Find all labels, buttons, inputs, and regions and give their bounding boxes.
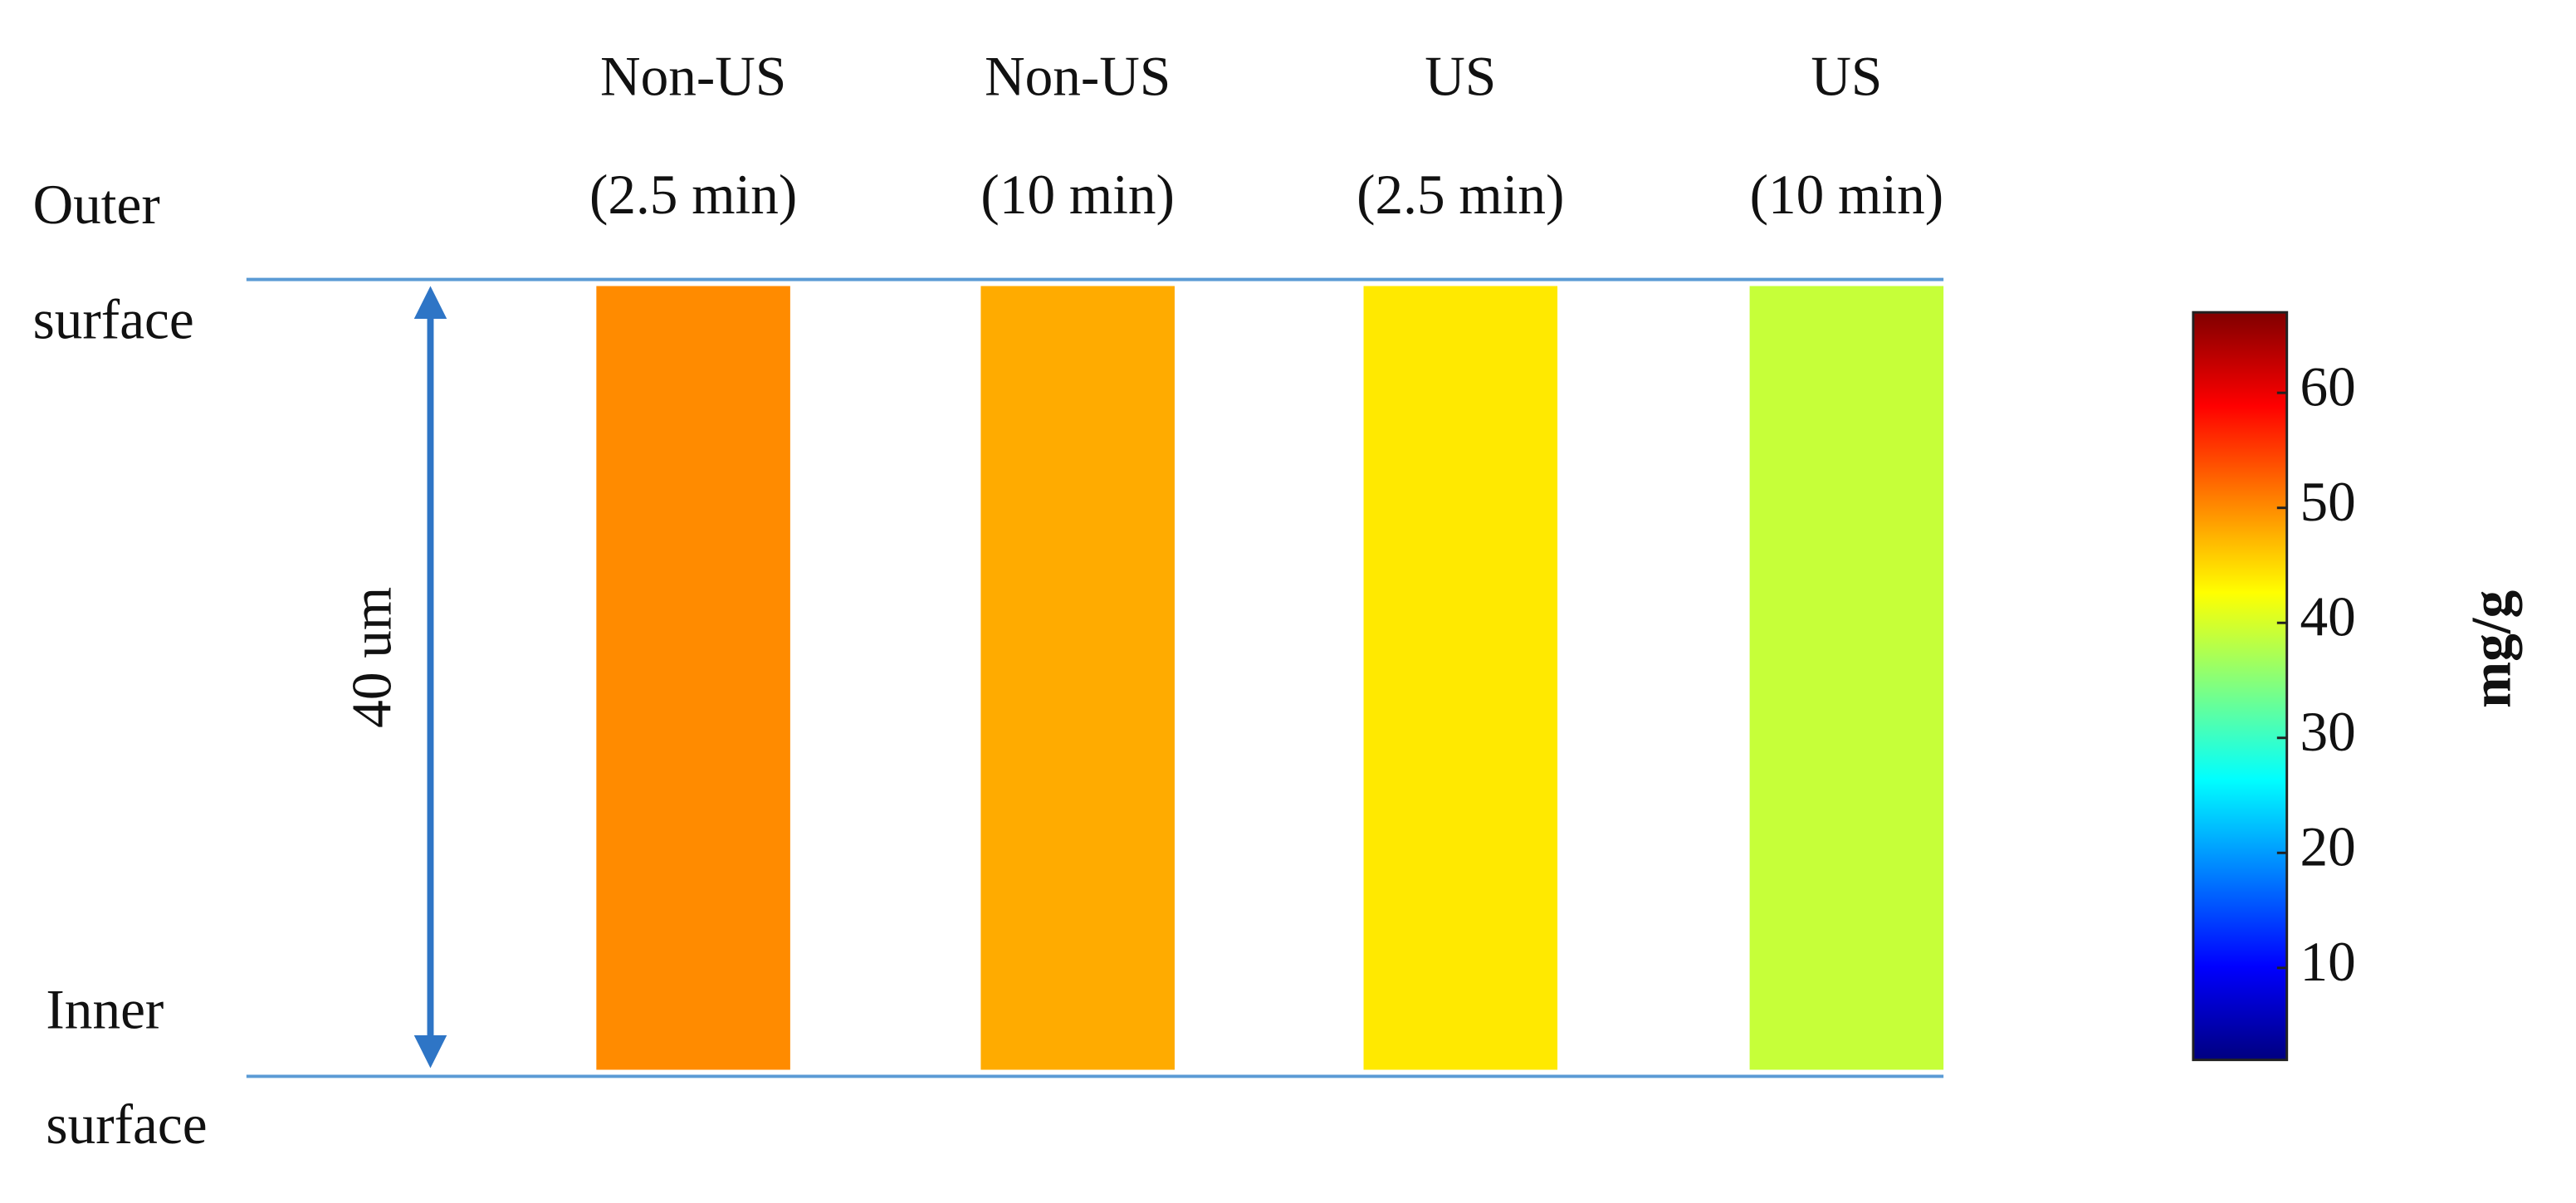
inner-label: Inner	[46, 979, 164, 1041]
category-label: (2.5 min)	[1356, 164, 1564, 226]
thickness-label: 40 um	[341, 587, 403, 728]
category-label: (10 min)	[980, 164, 1175, 226]
category-label: (2.5 min)	[589, 164, 797, 226]
colorbar-tick-label: 30	[2300, 701, 2356, 763]
colorbar-tick-label: 10	[2300, 931, 2356, 993]
category-label: Non-US	[985, 46, 1171, 108]
colorbar-tick-label: 20	[2300, 816, 2356, 878]
category-label: US	[1425, 46, 1496, 108]
strip	[1749, 286, 1944, 1070]
strip	[1363, 286, 1558, 1070]
strip	[980, 286, 1175, 1070]
strip	[596, 286, 790, 1070]
colorbar-tick-label: 60	[2300, 356, 2356, 418]
category-label: US	[1811, 46, 1882, 108]
colorbar	[2192, 311, 2289, 1062]
colorbar-tick-label: 50	[2300, 471, 2356, 533]
colorbar-tick-label: 40	[2300, 586, 2356, 648]
outer-label: Outer	[33, 174, 160, 236]
category-label: Non-US	[600, 46, 786, 108]
outer-label: surface	[33, 288, 194, 350]
category-label: (10 min)	[1750, 164, 1944, 226]
inner-label: surface	[46, 1093, 207, 1156]
colorbar-label: mg/g	[2460, 590, 2522, 708]
